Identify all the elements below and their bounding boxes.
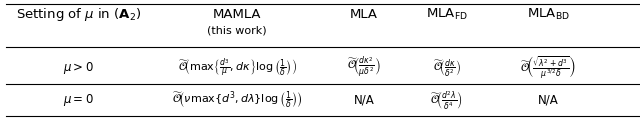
Text: $\mu > 0$: $\mu > 0$ bbox=[63, 60, 94, 76]
Text: $\widetilde{\mathcal{O}}\!\left(\frac{d\kappa^2}{\mu\delta^2}\right)$: $\widetilde{\mathcal{O}}\!\left(\frac{d\… bbox=[347, 56, 381, 80]
Text: $\widetilde{\mathcal{O}}\!\left(\max\left\{\frac{d^3}{\mu}, d\kappa\right\}\log\: $\widetilde{\mathcal{O}}\!\left(\max\lef… bbox=[177, 58, 297, 79]
Text: Setting of $\mu$ in $(\mathbf{A}_2)$: Setting of $\mu$ in $(\mathbf{A}_2)$ bbox=[16, 6, 141, 23]
Text: $\widetilde{\mathcal{O}}\!\left(\nu\max\left\{d^3, d\lambda\right\}\log\left(\fr: $\widetilde{\mathcal{O}}\!\left(\nu\max\… bbox=[172, 90, 303, 111]
Text: $\widetilde{\mathcal{O}}\!\left(\frac{d^2\lambda}{\delta^4}\right)$: $\widetilde{\mathcal{O}}\!\left(\frac{d^… bbox=[430, 89, 463, 111]
Text: $\mu = 0$: $\mu = 0$ bbox=[63, 92, 94, 108]
Text: MLA$_{\mathrm{FD}}$: MLA$_{\mathrm{FD}}$ bbox=[426, 7, 467, 22]
Text: $\widetilde{\mathcal{O}}\!\left(\frac{d\kappa}{\delta^2}\right)$: $\widetilde{\mathcal{O}}\!\left(\frac{d\… bbox=[433, 57, 460, 80]
Text: (this work): (this work) bbox=[207, 26, 267, 36]
Text: N/A: N/A bbox=[354, 94, 374, 107]
Text: MLA: MLA bbox=[350, 8, 378, 21]
Text: N/A: N/A bbox=[538, 94, 558, 107]
Text: MLA$_{\mathrm{BD}}$: MLA$_{\mathrm{BD}}$ bbox=[527, 7, 570, 22]
Text: $\widetilde{\mathcal{O}}\!\left(\frac{\sqrt{\lambda^2+d^3}}{\mu^{3/2}\delta}\rig: $\widetilde{\mathcal{O}}\!\left(\frac{\s… bbox=[520, 55, 576, 82]
Text: MAMLA: MAMLA bbox=[213, 8, 261, 21]
